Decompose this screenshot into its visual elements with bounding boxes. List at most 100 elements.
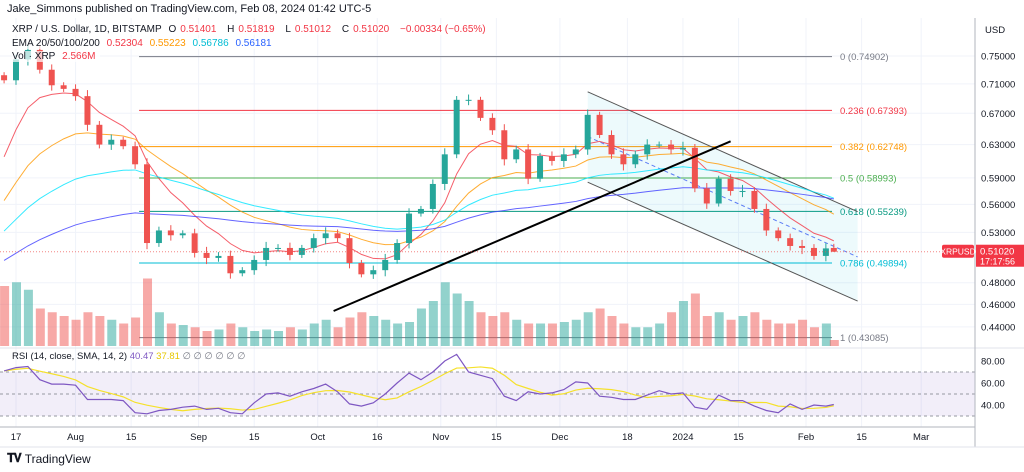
volume-bar [667,312,677,346]
time-tick-label: Nov [432,432,449,443]
volume-bar [393,323,403,346]
channel-lower-line [587,181,858,302]
symbol-legend: XRP / U.S. Dollar, 1D, BITSTAMP O 0.51401… [12,24,490,35]
time-tick-label: 2024 [672,432,693,443]
symbol-name[interactable]: XRP / U.S. Dollar, 1D, BITSTAMP [12,24,162,35]
volume-label: Vol · XRP [12,51,56,62]
volume-bar [321,319,331,346]
volume-bar [571,319,581,346]
candle-body [84,96,91,125]
rsi-label: RSI (14, close, SMA, 14, 2) [12,351,128,362]
volume-bar [559,322,569,346]
countdown-label: 17:17:56 [980,257,1015,267]
ema200-line [3,187,834,261]
volume-bar [583,312,593,346]
fib-level-label: 0.5 (0.58993) [840,173,897,184]
volume-bar [143,278,153,346]
ema-label: EMA 20/50/100/200 [12,38,100,49]
rsi-sma-line [4,366,834,412]
volume-bar [829,340,839,346]
fib-level-label: 0.618 (0.55239) [840,207,907,218]
volume-bar [798,319,808,346]
volume-bar [47,312,57,346]
rsi-value: 40.47 [129,351,154,362]
volume-bar [154,312,164,346]
volume-bar [238,327,248,346]
price-tick-label: 0.46000 [981,300,1015,311]
volume-bar [786,323,796,346]
candle-body [489,117,496,131]
axes: 0.75000 0.71000 0.67000 0.63000 0.59000 0.560… [0,18,1024,448]
candle-body [703,188,710,204]
volume-bar [0,286,10,346]
trendline[interactable] [333,140,731,312]
published-header: Jake_Simmons published on TradingView.co… [7,3,372,15]
volume-bar [428,301,438,346]
volume-bar [536,323,546,346]
volume-bar [107,319,117,346]
volume-bar [333,327,343,346]
candle-body [525,149,532,179]
fib-level-label: 0.236 (0.67393) [840,106,907,117]
volume-legend[interactable]: Vol · XRP 2.566M [12,51,100,62]
ema50-value: 0.55223 [149,38,186,49]
time-tick-label: 16 [372,432,383,443]
candle-body [108,139,115,145]
rsi-sma-value: 37.81 [156,351,180,362]
volume-bar [738,316,748,346]
volume-bar [178,325,188,346]
volume-bar [119,323,129,346]
change-value: −0.00334 (−0.65%) [400,24,486,35]
rsi-legend[interactable]: RSI (14, close, SMA, 14, 2) 40.47 37.81 … [12,351,245,362]
fib-level-label: 0.382 (0.62748) [840,142,907,153]
candle-body [441,154,448,184]
candle-body [1,75,8,81]
volume-value: 2.566M [62,51,96,62]
candle-body [787,238,794,246]
volume-bar [476,312,486,346]
low-value: 0.51012 [294,24,332,35]
ema-legend[interactable]: EMA 20/50/100/200 0.52304 0.55223 0.5678… [12,38,276,49]
candle-body [310,238,317,248]
volume-bar [500,312,510,346]
volume-bar [655,323,665,346]
candle-body [691,147,698,189]
low-label: L [285,24,291,35]
volume-bar [452,293,462,346]
volume-bar [35,308,45,346]
candle-body [179,233,186,236]
brand-name: TradingView [24,451,91,466]
candle-body [298,247,305,255]
volume-bar [83,312,93,346]
ema200-value: 0.56181 [235,38,272,49]
time-tick-label: 15 [733,432,744,443]
high-label: H [227,24,235,35]
currency-label: USD [985,25,1005,36]
ema50-line [3,132,835,246]
rsi-tick-label: 80.00 [981,357,1005,368]
symbol-tag-label: XRPUSD [940,247,975,257]
candle-body [155,230,162,244]
volume-bar [464,301,474,346]
candle-body [465,99,472,101]
candle-body [453,99,460,155]
fib-level-label: 0.786 (0.49894) [840,259,907,270]
time-tick-label: 18 [622,432,633,443]
volume-bar [274,331,284,346]
candle-body [72,88,79,97]
volume-bar [631,327,641,346]
candle-body [215,255,222,258]
rsi-empty-values: ∅ ∅ ∅ ∅ ∅ ∅ [182,351,246,362]
price-tick-label: 0.71000 [981,79,1015,90]
volume-bar [678,301,688,346]
volume-bar [357,312,367,346]
candle-body [286,247,293,255]
ema-lines [3,92,835,261]
candle-body [144,164,151,244]
rsi-tick-label: 40.00 [981,401,1005,412]
rsi-pane [0,347,1024,417]
price-tick-label: 0.44000 [981,322,1015,333]
candle-body [251,259,258,271]
volume-bar [369,316,379,346]
